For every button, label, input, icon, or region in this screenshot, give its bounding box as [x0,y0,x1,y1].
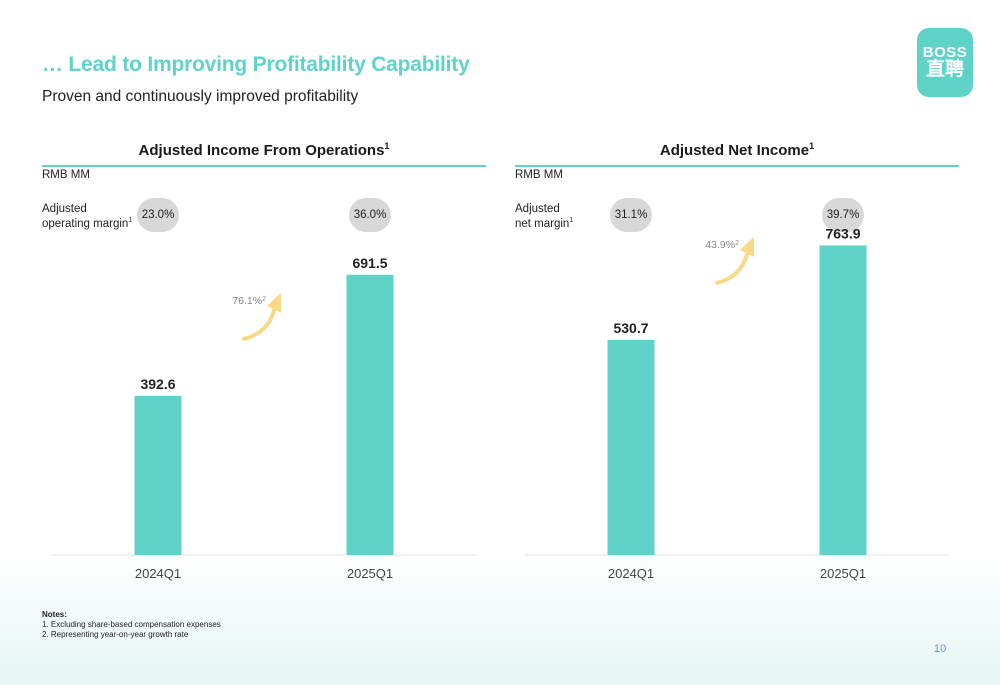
margin-pill: 31.1% [610,198,652,232]
note-item: 1. Excluding share-based compensation ex… [42,620,221,629]
page-title: … Lead to Improving Profitability Capabi… [42,53,470,76]
x-tick-label: 2025Q1 [820,566,866,581]
x-tick-label: 2025Q1 [347,566,393,581]
margin-pill: 36.0% [349,198,391,232]
bar [607,339,655,555]
unit-label: RMB MM [515,169,563,181]
unit-label: RMB MM [42,169,90,181]
bar [819,245,867,555]
growth-arrowhead-icon [740,236,754,257]
chart-panel-operating-income: Adjusted Income From Operations1 RMB MM … [42,140,486,585]
margin-pill: 39.7% [822,198,864,232]
bar [134,395,182,555]
footnotes: Notes: 1. Excluding share-based compensa… [42,610,221,640]
margin-label: Adjusted operating margin1 [42,203,133,230]
margin-pill: 23.0% [137,198,179,232]
chart-title: Adjusted Income From Operations1 [138,141,390,159]
margin-label: Adjusted net margin1 [515,203,574,230]
bar [346,274,394,555]
page-number: 10 [934,643,947,655]
growth-arrow-icon [242,304,277,341]
notes-heading: Notes: [42,610,67,619]
data-label: 392.6 [140,376,175,392]
growth-label: 76.1%2 [232,295,266,307]
title-divider [42,165,486,167]
logo-text-cjk: 直聘 [925,58,964,81]
x-tick-label: 2024Q1 [608,566,654,581]
growth-arrow-icon [715,248,750,285]
title-divider [515,165,959,167]
growth-label: 43.9%2 [705,239,739,251]
logo-text-latin: BOSS [922,43,968,61]
bar-chart-operating-income: 392.6 2024Q1 691.5 2025Q1 76.1%2 [52,255,476,581]
bar-chart-net-income: 530.7 2024Q1 763.9 2025Q1 43.9%2 [525,225,949,581]
chart-panel-net-income: Adjusted Net Income1 RMB MM Adjusted net… [515,140,959,585]
growth-arrowhead-icon [267,292,281,313]
note-item: 2. Representing year-on-year growth rate [42,630,189,639]
data-label: 763.9 [825,225,860,241]
page-subtitle: Proven and continuously improved profita… [42,88,359,105]
x-tick-label: 2024Q1 [135,566,181,581]
chart-title: Adjusted Net Income1 [659,141,815,159]
data-label: 691.5 [352,255,387,271]
data-label: 530.7 [613,320,648,336]
boss-logo: BOSS 直聘 [917,28,973,97]
